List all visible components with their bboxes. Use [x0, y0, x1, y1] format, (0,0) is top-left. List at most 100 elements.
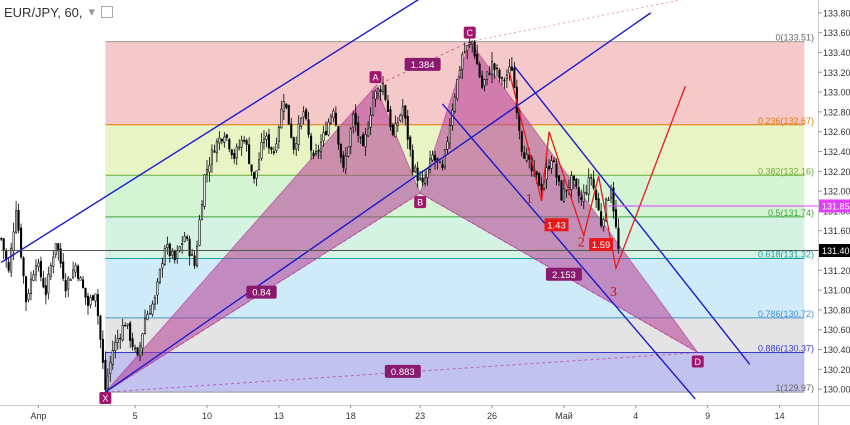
- pattern-point-label: X: [102, 394, 108, 404]
- candle-body: [322, 132, 325, 142]
- candle-body: [62, 261, 65, 279]
- chart-legend[interactable]: EUR/JPY, 60, ▾: [4, 2, 114, 22]
- fib-level-label: 0.382(132.16): [758, 166, 814, 176]
- interval-menu-icon[interactable]: ▾: [88, 4, 96, 19]
- pattern-ratio-label: 1.384: [411, 60, 435, 71]
- candle-body: [181, 243, 184, 245]
- candle-body: [510, 66, 513, 71]
- price-axis-label: 130.00: [823, 385, 850, 395]
- price-tag-label: 131.40: [822, 246, 850, 256]
- candle-body: [215, 140, 218, 154]
- time-axis-label: 14: [775, 411, 785, 421]
- price-axis-label: 133.60: [823, 28, 850, 38]
- candle-body: [255, 170, 258, 179]
- candle-body: [520, 131, 523, 152]
- fib-level-label: 0(133.51): [775, 33, 814, 43]
- candle-body: [156, 281, 159, 296]
- price-axis-label: 130.60: [823, 325, 850, 335]
- candle-body: [52, 256, 55, 267]
- candle-body: [74, 265, 77, 273]
- pattern-point-box: [99, 392, 112, 404]
- candle-body: [272, 151, 275, 154]
- candle-body: [300, 117, 303, 127]
- candle-body: [220, 138, 223, 142]
- candle-body: [47, 273, 50, 294]
- candle-body: [262, 138, 266, 144]
- candle-body: [305, 109, 308, 120]
- candle-body: [148, 313, 152, 315]
- candle-body: [285, 103, 288, 108]
- pattern-ratio-line: [375, 41, 470, 87]
- candle-body: [210, 149, 213, 165]
- candle-body: [124, 325, 127, 327]
- time-axis-label: 13: [274, 411, 284, 421]
- symbol-title[interactable]: EUR/JPY, 60,: [4, 4, 83, 20]
- candle-body: [119, 337, 122, 340]
- candle-body: [327, 121, 330, 136]
- candle-body: [111, 349, 114, 365]
- pattern-ratio-box: [545, 267, 582, 281]
- candle-body: [205, 169, 209, 175]
- candle-body: [116, 338, 119, 343]
- settings-checkbox-icon[interactable]: [101, 6, 114, 18]
- candle-body: [580, 196, 583, 200]
- fib-band: [105, 352, 805, 393]
- candle-body: [235, 146, 238, 159]
- candle-body: [163, 247, 166, 265]
- fib-level-label: 1(129.97): [775, 383, 814, 393]
- candle-body: [94, 293, 97, 302]
- candle-body: [329, 115, 332, 124]
- candle-body: [240, 139, 243, 148]
- candle-body: [379, 89, 382, 93]
- candle-body: [67, 278, 70, 290]
- candle-body: [456, 78, 459, 100]
- candle-body: [359, 136, 362, 139]
- price-axis-label: 132.20: [823, 167, 850, 177]
- candle-body: [424, 177, 427, 184]
- candle-body: [302, 111, 305, 118]
- candle-body: [433, 155, 437, 161]
- time-axis-label: 4: [633, 411, 638, 421]
- candle-body: [500, 77, 503, 79]
- candle-body: [595, 190, 598, 201]
- candle-body: [81, 279, 85, 288]
- candle-body: [225, 134, 228, 138]
- candle-body: [228, 139, 231, 150]
- price-axis-label: 131.60: [823, 226, 850, 236]
- candle-body: [570, 175, 573, 190]
- candle-body: [401, 106, 404, 116]
- candle-body: [161, 263, 164, 269]
- candle-body: [114, 341, 117, 352]
- candle-body: [337, 126, 340, 145]
- price-axis-label: 132.40: [823, 147, 850, 157]
- candle-body: [267, 134, 270, 149]
- candle-body: [409, 136, 412, 150]
- candle-body: [233, 152, 236, 159]
- pattern-ratio-box: [246, 285, 277, 299]
- pattern-point-label: D: [695, 357, 702, 367]
- candle-body: [438, 161, 442, 164]
- candle-body: [411, 149, 414, 173]
- candle-body: [42, 278, 45, 288]
- pattern-ratio-label: 2.153: [552, 270, 576, 281]
- fib-level-label: 0.5(131.74): [768, 208, 814, 218]
- candle-body: [297, 123, 300, 145]
- price-axis-label: 130.20: [823, 365, 850, 375]
- candle-body: [471, 41, 474, 45]
- candle-body: [486, 71, 489, 80]
- candle-body: [528, 154, 531, 160]
- candle-body: [612, 187, 615, 212]
- candle-body: [188, 238, 191, 257]
- price-axis-label: 130.80: [823, 305, 850, 315]
- candle-body: [431, 154, 434, 161]
- candle-body: [429, 158, 432, 170]
- candle-body: [372, 97, 375, 116]
- price-tag-label: 131.85: [822, 201, 850, 211]
- candle-body: [307, 119, 310, 135]
- fib-level-label: 0.618(131.32): [758, 249, 814, 259]
- candle-body: [287, 104, 290, 125]
- candle-body: [44, 285, 47, 296]
- trend-channel-line: [513, 65, 751, 365]
- candle-body: [186, 236, 189, 239]
- price-axis-label: 133.40: [823, 48, 850, 58]
